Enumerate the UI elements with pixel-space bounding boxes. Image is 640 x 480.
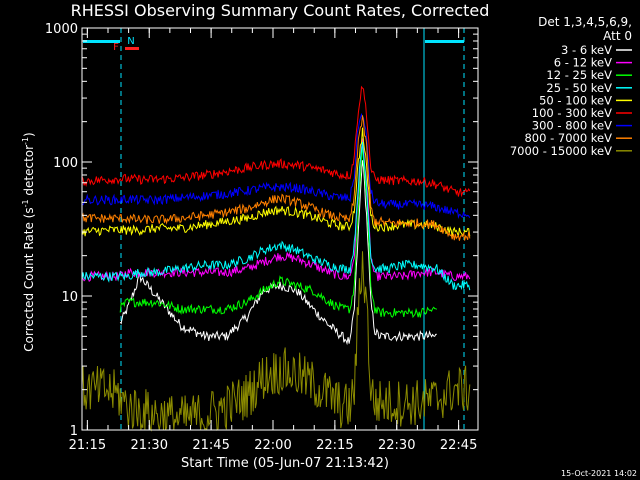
night-flag-bar-left — [83, 40, 120, 43]
legend-label-1: 6 - 12 keV — [554, 56, 612, 70]
plot-frame — [81, 27, 479, 431]
legend-label-7: 800 - 7000 keV — [524, 131, 612, 145]
series-line-8 — [81, 251, 471, 432]
legend-detector-line: Det 1,3,4,5,6,9, — [538, 15, 632, 29]
y-tick-label: 1 — [70, 424, 78, 439]
legend-label-6: 300 - 800 keV — [532, 119, 612, 133]
x-tick-label: 21:15 — [69, 438, 106, 453]
data-series — [81, 85, 471, 432]
x-tick-label: 21:45 — [192, 438, 229, 453]
y-axis-label-main: Corrected Count Rate (s — [22, 207, 36, 351]
series-line-6 — [81, 112, 471, 220]
y-tick-label: 10 — [61, 290, 78, 305]
axes: 1 10 100 1000 21:15 21:30 21:45 22:00 22:15 22:30… — [45, 22, 479, 453]
series-line-5 — [81, 85, 471, 198]
series-line-2 — [119, 142, 438, 319]
chart-title: RHESSI Observing Summary Count Rates, Co… — [71, 1, 490, 20]
legend-label-2: 12 - 25 keV — [546, 68, 612, 82]
legend-label-0: 3 - 6 keV — [561, 43, 612, 57]
y-axis-label: Corrected Count Rate (s-1 detector-1) — [21, 132, 36, 351]
series-line-7 — [81, 115, 471, 241]
y-axis-label-unit: detector — [22, 145, 36, 200]
legend-label-3: 25 - 50 keV — [546, 81, 612, 95]
flare-flag-bar — [125, 47, 139, 50]
footer-date: 15-Oct-2021 14:02 — [561, 469, 637, 478]
y-axis-label-unit-exponent: -1 — [21, 137, 30, 145]
x-tick-label: 22:30 — [378, 438, 415, 453]
x-tick-label: 22:15 — [316, 438, 353, 453]
flare-flag-label: F — [113, 42, 119, 53]
night-flag-bar-right — [425, 40, 464, 43]
y-tick-label: 100 — [53, 156, 78, 171]
legend-label-5: 100 - 300 keV — [532, 106, 612, 120]
series-line-3 — [81, 142, 471, 291]
y-tick-label: 1000 — [45, 22, 78, 37]
x-tick-label: 21:30 — [131, 438, 168, 453]
y-axis-label-exponent: -1 — [21, 199, 30, 207]
x-tick-label: 22:00 — [254, 438, 291, 453]
series-line-0 — [119, 160, 437, 346]
legend-label-8: 7000 - 15000 keV — [510, 144, 612, 158]
night-flag-label: N — [127, 36, 134, 47]
legend-label-4: 50 - 100 keV — [539, 93, 612, 107]
y-axis-label-close: ) — [22, 132, 36, 137]
x-tick-label: 22:45 — [440, 438, 477, 453]
legend-attenuator-line: Att 0 — [603, 29, 632, 43]
x-axis-label: Start Time (05-Jun-07 21:13:42) — [181, 456, 389, 471]
